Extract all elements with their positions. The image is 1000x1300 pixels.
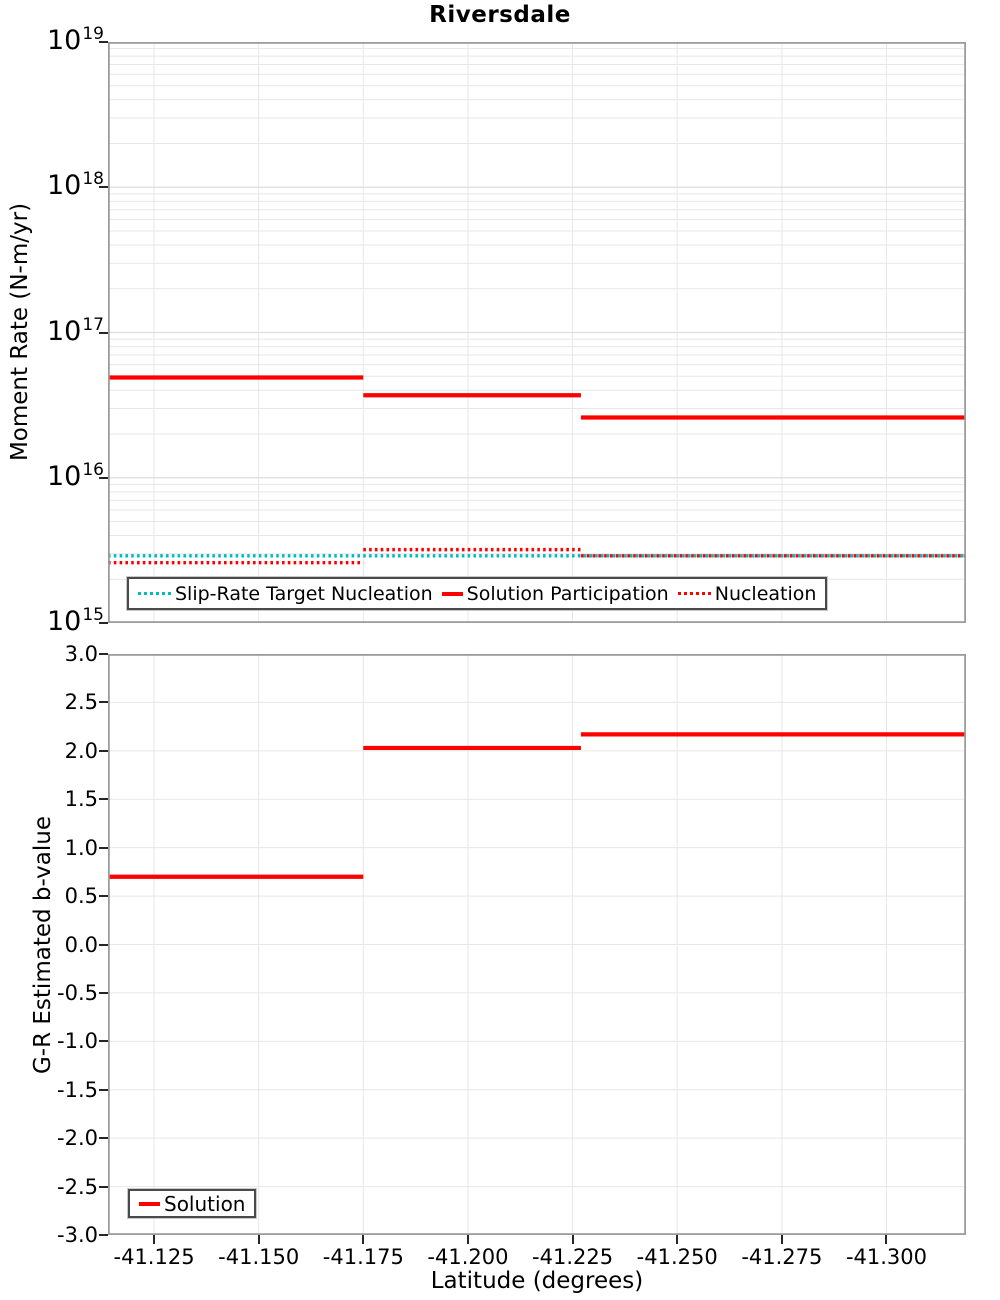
y-tick-label-log: 1015	[36, 605, 104, 637]
top-legend: Slip-Rate Target Nucleation Solution Par…	[127, 577, 828, 610]
y-tick-mark	[99, 1185, 108, 1188]
moment-rate-plot	[108, 42, 966, 623]
x-tick-label: -41.250	[636, 1245, 718, 1269]
y-tick-mark	[99, 991, 108, 994]
y-tick-label: 2.5	[64, 690, 98, 715]
y-tick-base: 10	[47, 315, 82, 347]
y-tick-exponent: 18	[82, 169, 104, 190]
b-value-plot	[108, 654, 966, 1235]
y-tick-label: -1.0	[57, 1029, 98, 1054]
y-tick-exponent: 16	[82, 459, 104, 480]
y-tick-label: -2.5	[57, 1174, 98, 1199]
y-tick-mark	[99, 749, 108, 752]
bottom-legend: Solution	[128, 1189, 257, 1218]
x-tick-label: -41.200	[427, 1245, 509, 1269]
y-tick-label: 0.5	[64, 884, 98, 909]
y-tick-exponent: 15	[82, 605, 104, 625]
solution-participation-legend-sample-icon	[441, 591, 463, 596]
x-tick-label: -41.275	[741, 1245, 823, 1269]
y-tick-mark	[99, 186, 108, 189]
y-tick-label: -2.0	[57, 1126, 98, 1151]
y-tick-label: -3.0	[57, 1223, 98, 1247]
legend-label-solution: Solution	[164, 1191, 246, 1216]
x-tick-label: -41.125	[113, 1245, 195, 1269]
y-tick-label-log: 1018	[36, 169, 104, 202]
y-tick-mark	[99, 943, 108, 946]
y-tick-mark	[99, 798, 108, 801]
y-tick-label: -1.5	[57, 1077, 98, 1102]
legend-label-solution-participation: Solution Participation	[466, 582, 669, 605]
x-tick-label: -41.225	[532, 1245, 614, 1269]
x-tick-label: -41.175	[322, 1245, 404, 1269]
nucleation-legend-sample-icon	[677, 591, 711, 596]
y-tick-label: 1.5	[64, 787, 98, 812]
x-tick-mark	[676, 1235, 679, 1244]
y-tick-mark	[99, 331, 108, 334]
y-tick-base: 10	[47, 460, 82, 492]
y-tick-label: 3.0	[64, 642, 98, 666]
x-tick-mark	[885, 1235, 888, 1244]
y-tick-mark	[99, 846, 108, 849]
y-tick-mark	[99, 1234, 108, 1236]
slip-rate-target-nucleation-legend-sample-icon	[138, 591, 171, 596]
y-tick-mark	[99, 1088, 108, 1091]
y-tick-mark	[99, 41, 108, 43]
y-tick-mark	[99, 895, 108, 898]
x-tick-label: -41.150	[218, 1245, 300, 1269]
x-tick-mark	[780, 1235, 783, 1244]
x-tick-mark	[257, 1235, 260, 1244]
y-tick-label: 0.0	[64, 932, 98, 957]
x-tick-label: -41.300	[845, 1245, 927, 1269]
solution-legend-sample-icon	[139, 1201, 160, 1206]
y-tick-label-log: 1019	[36, 24, 104, 56]
legend-label-slip-rate-target-nucleation: Slip-Rate Target Nucleation	[175, 582, 433, 605]
y-tick-mark	[99, 653, 108, 655]
y-tick-label: 1.0	[64, 835, 98, 860]
x-tick-mark	[466, 1235, 469, 1244]
y-tick-exponent: 19	[82, 24, 104, 44]
y-tick-mark	[99, 701, 108, 704]
y-tick-base: 10	[47, 606, 82, 637]
y-tick-mark	[99, 622, 108, 624]
y-tick-mark	[99, 1040, 108, 1043]
chart-title: Riversdale	[429, 2, 571, 28]
y-tick-mark	[99, 476, 108, 479]
y-tick-base: 10	[47, 170, 82, 202]
x-tick-mark	[153, 1235, 156, 1244]
panel-border	[108, 654, 966, 1235]
y-tick-label: -0.5	[57, 980, 98, 1005]
y-tick-mark	[99, 1137, 108, 1140]
y-tick-label: 2.0	[64, 738, 98, 763]
x-axis-label: Latitude (degrees)	[430, 1268, 644, 1294]
y-tick-exponent: 17	[82, 314, 104, 335]
x-tick-mark	[571, 1235, 574, 1244]
y-tick-base: 10	[47, 25, 82, 56]
legend-label-nucleation: Nucleation	[714, 582, 817, 605]
panel-border	[108, 42, 966, 623]
top-y-axis-label: Moment Rate (N-m/yr)	[7, 202, 33, 462]
y-tick-label-log: 1016	[36, 459, 104, 492]
y-tick-label-log: 1017	[36, 314, 104, 347]
x-tick-mark	[362, 1235, 365, 1244]
